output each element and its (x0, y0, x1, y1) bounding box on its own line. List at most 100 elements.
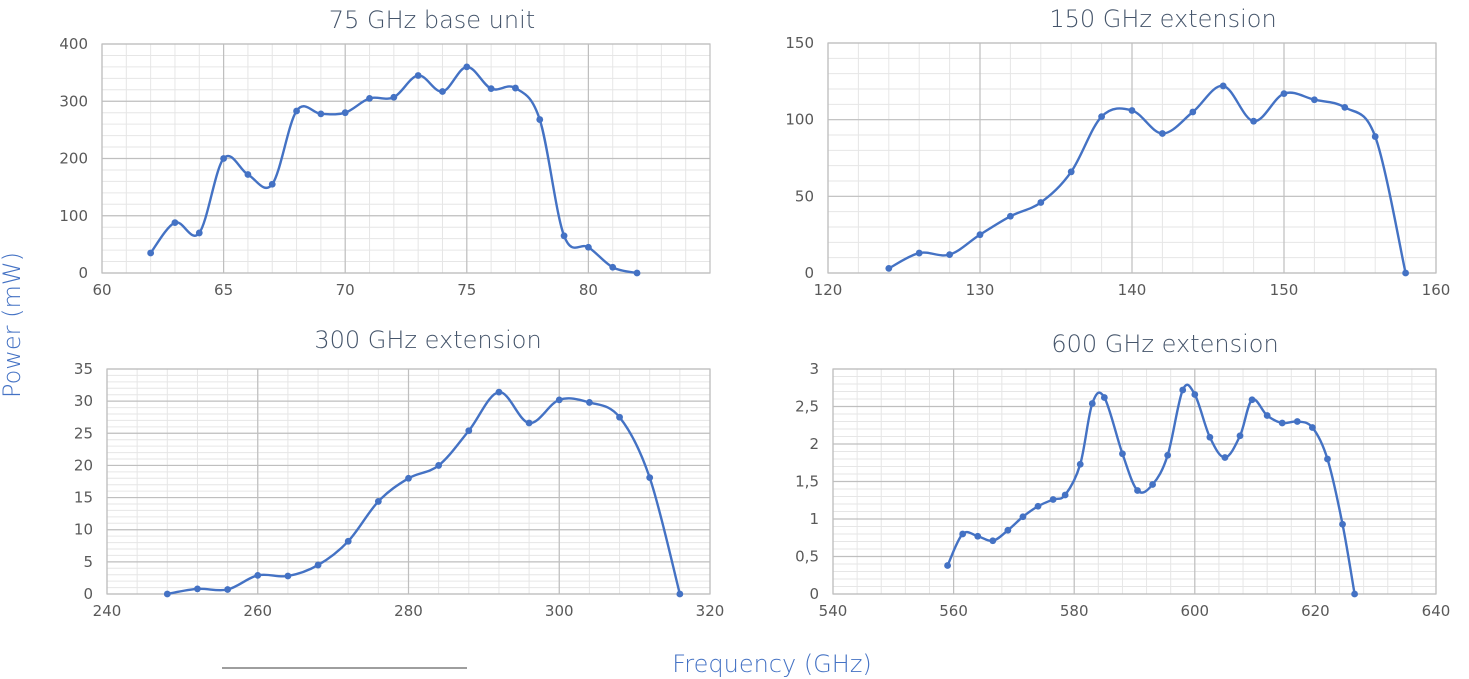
data-point (1278, 419, 1286, 427)
y-tick-label: 0 (809, 585, 819, 603)
data-point (439, 88, 446, 95)
data-point (284, 572, 292, 580)
data-point (195, 229, 203, 237)
y-tick-label: 0 (804, 264, 814, 282)
data-point (616, 413, 623, 421)
data-point (676, 590, 684, 598)
data-point (1189, 108, 1197, 116)
data-point (1280, 90, 1288, 97)
data-point (405, 474, 412, 482)
y-tick-label: 30 (74, 392, 93, 410)
data-point (1236, 432, 1244, 440)
data-point (293, 107, 300, 115)
data-point (1248, 396, 1256, 404)
data-point (314, 561, 322, 569)
data-point (1049, 496, 1057, 503)
chart-panel-1: 60 65 70 75 80 0 100 200 300 400 75 GHz base unit (59, 6, 711, 299)
data-point (341, 109, 349, 117)
y-tick-label: 100 (59, 207, 88, 225)
x-tick-label: 120 (814, 281, 843, 299)
y-axis-title: Power (mW) (0, 252, 26, 398)
data-point (244, 171, 252, 178)
data-point (1221, 454, 1229, 461)
chart-panel-2: 120 130 140 150 160 0 50 100 150 150 GHz extensio… (785, 5, 1450, 299)
y-tick-label: 5 (83, 553, 93, 571)
data-point (374, 498, 382, 505)
data-point (959, 530, 967, 538)
chart-panel-3: 240 260 280 300 320 0 5 10 15 20 25 30 35 300 GHz ext… (74, 326, 724, 620)
x-tick-label: 640 (1422, 602, 1451, 620)
data-point (946, 251, 953, 258)
data-point (463, 63, 471, 71)
data-point (1164, 451, 1172, 459)
data-point (1206, 433, 1214, 441)
plot-frame (832, 368, 1437, 595)
x-tick-label: 160 (1422, 281, 1451, 299)
y-tick-label: 1 (809, 510, 819, 528)
data-point (1088, 400, 1096, 407)
data-point (885, 265, 893, 272)
data-point (194, 585, 201, 593)
x-tick-label: 580 (1060, 602, 1089, 620)
x-tick-label: 320 (696, 602, 725, 620)
data-point (974, 532, 982, 540)
data-point (1179, 386, 1187, 394)
y-tick-label: 100 (785, 111, 814, 129)
data-point (1004, 526, 1012, 534)
chart-panel-4: 540 560 580 600 620 640 0 0,5 1 1,5 2 2,5 3 600 GHz e… (795, 330, 1450, 620)
data-point (1037, 199, 1045, 206)
chart-title: 150 GHz extension (1049, 5, 1276, 33)
data-point (1034, 502, 1042, 510)
data-point (525, 419, 533, 427)
data-point (1351, 590, 1358, 598)
data-point (585, 243, 592, 251)
x-tick-label: 60 (92, 281, 111, 299)
data-point (1311, 96, 1318, 104)
data-point (1076, 460, 1084, 468)
y-tick-label: 35 (74, 360, 93, 378)
data-point (317, 110, 325, 118)
x-tick-label: 260 (243, 602, 272, 620)
x-tick-label: 600 (1180, 602, 1209, 620)
series-markers (147, 63, 641, 277)
x-tick-label: 240 (93, 602, 122, 620)
series-markers (163, 388, 684, 598)
x-tick-label: 620 (1301, 602, 1330, 620)
chart-title: 600 GHz extension (1051, 330, 1278, 358)
x-tick-label: 300 (545, 602, 574, 620)
data-point (1098, 113, 1105, 120)
data-point (147, 249, 155, 257)
y-tick-label: 200 (59, 150, 88, 168)
data-point (1324, 455, 1331, 463)
data-point (1219, 82, 1227, 90)
x-tick-label: 70 (336, 281, 355, 299)
x-tick-label: 150 (1270, 281, 1299, 299)
data-point (1128, 107, 1136, 114)
x-tick-label: 80 (579, 281, 598, 299)
data-point (1341, 104, 1349, 111)
data-point (254, 571, 262, 579)
data-point (268, 180, 276, 188)
y-tick-label: 10 (74, 521, 93, 539)
data-point (609, 263, 617, 271)
data-point (344, 537, 352, 545)
data-point (1159, 130, 1166, 137)
y-tick-label: 400 (59, 35, 88, 53)
data-point (1339, 520, 1346, 528)
chart-title: 75 GHz base unit (329, 6, 535, 34)
data-point (414, 72, 422, 79)
data-point (1293, 418, 1301, 425)
data-point (944, 562, 951, 569)
data-point (976, 231, 984, 239)
y-tick-label: 50 (795, 187, 814, 205)
data-point (1191, 391, 1199, 398)
data-point (1149, 481, 1156, 488)
series-markers (885, 82, 1409, 277)
data-point (560, 232, 568, 240)
data-point (1134, 487, 1141, 494)
y-tick-label: 1,5 (795, 473, 819, 491)
y-tick-label: 3 (809, 360, 819, 378)
data-point (1061, 491, 1069, 499)
data-point (1263, 412, 1271, 419)
data-point (487, 85, 495, 93)
